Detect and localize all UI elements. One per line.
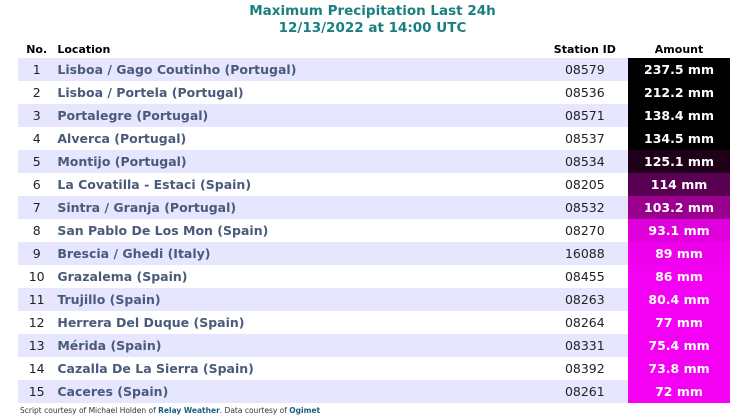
header-location: Location — [57, 42, 111, 56]
table-row: 11 Trujillo (Spain) 08263 80.4 mm — [18, 288, 730, 311]
row-station-id: 08534 — [541, 150, 629, 173]
row-location: Cazalla De La Sierra (Spain) — [55, 357, 542, 380]
row-number: 10 — [18, 265, 56, 288]
row-number: 12 — [18, 311, 56, 334]
table-row: 6 La Covatilla - Estaci (Spain) 08205 114 m… — [18, 173, 730, 196]
table-row: 4 Alverca (Portugal) 08537 134.5 mm — [18, 127, 730, 150]
title-line-2: 12/13/2022 at 14:00 UTC — [278, 20, 467, 36]
row-location: Montijo (Portugal) — [55, 150, 542, 173]
row-number: 4 — [18, 127, 56, 150]
relay-weather-link[interactable]: Relay Weather — [158, 406, 220, 415]
row-station-id: 16088 — [541, 242, 629, 265]
row-number: 9 — [18, 242, 56, 265]
footer-credits: Script courtesy of Michael Holden of Rel… — [20, 406, 320, 415]
row-number: 3 — [18, 104, 56, 127]
row-station-id: 08536 — [541, 81, 629, 104]
row-number: 11 — [18, 288, 56, 311]
row-location: La Covatilla - Estaci (Spain) — [55, 173, 542, 196]
row-location: Mérida (Spain) — [55, 334, 542, 357]
row-amount: 93.1 mm — [628, 219, 730, 242]
row-number: 7 — [18, 196, 56, 219]
row-location: Lisboa / Gago Coutinho (Portugal) — [55, 58, 542, 81]
row-station-id: 08264 — [541, 311, 629, 334]
row-station-id: 08263 — [541, 288, 629, 311]
row-number: 2 — [18, 81, 56, 104]
row-station-id: 08537 — [541, 127, 629, 150]
row-number: 14 — [18, 357, 56, 380]
header-station-id: Station ID — [553, 42, 616, 56]
row-number: 1 — [18, 58, 56, 81]
ogimet-link[interactable]: Ogimet — [289, 406, 321, 415]
row-amount: 86 mm — [628, 265, 730, 288]
row-amount: 125.1 mm — [628, 150, 730, 173]
row-number: 5 — [18, 150, 56, 173]
row-station-id: 08579 — [541, 58, 629, 81]
row-number: 13 — [18, 334, 56, 357]
row-amount: 212.2 mm — [628, 81, 730, 104]
row-location: Sintra / Granja (Portugal) — [55, 196, 542, 219]
row-station-id: 08270 — [541, 219, 629, 242]
row-amount: 77 mm — [628, 311, 730, 334]
row-location: Lisboa / Portela (Portugal) — [55, 81, 542, 104]
row-amount: 80.4 mm — [628, 288, 730, 311]
table-row: 5 Montijo (Portugal) 08534 125.1 mm — [18, 150, 730, 173]
row-amount: 134.5 mm — [628, 127, 730, 150]
row-location: San Pablo De Los Mon (Spain) — [55, 219, 542, 242]
table-row: 2 Lisboa / Portela (Portugal) 08536 212.2 m… — [18, 81, 730, 104]
row-location: Trujillo (Spain) — [55, 288, 542, 311]
table-row: 12 Herrera Del Duque (Spain) 08264 77 mm — [18, 311, 730, 334]
header-no: No. — [26, 42, 48, 56]
row-amount: 75.4 mm — [628, 334, 730, 357]
row-station-id: 08261 — [541, 380, 629, 403]
row-amount: 73.8 mm — [628, 357, 730, 380]
row-amount: 138.4 mm — [628, 104, 730, 127]
header-amount: Amount — [654, 42, 704, 56]
table-body: 1 Lisboa / Gago Coutinho (Portugal) 08579 2… — [18, 58, 730, 403]
row-amount: 237.5 mm — [628, 58, 730, 81]
precipitation-table: No. Location Station ID Amount 1 Lisboa /… — [18, 40, 730, 403]
row-number: 8 — [18, 219, 56, 242]
table-row: 8 San Pablo De Los Mon (Spain) 08270 93.1 m… — [18, 219, 730, 242]
row-number: 6 — [18, 173, 56, 196]
row-location: Grazalema (Spain) — [55, 265, 542, 288]
footer-prefix: Script courtesy of Michael Holden of — [20, 406, 159, 415]
row-location: Alverca (Portugal) — [55, 127, 542, 150]
row-station-id: 08205 — [541, 173, 629, 196]
row-amount: 89 mm — [628, 242, 730, 265]
table-row: 13 Mérida (Spain) 08331 75.4 mm — [18, 334, 730, 357]
table-header-row: No. Location Station ID Amount — [18, 40, 730, 58]
row-location: Brescia / Ghedi (Italy) — [55, 242, 542, 265]
table-row: 7 Sintra / Granja (Portugal) 08532 103.2 mm — [18, 196, 730, 219]
row-amount: 114 mm — [628, 173, 730, 196]
table-row: 1 Lisboa / Gago Coutinho (Portugal) 08579 2… — [18, 58, 730, 81]
page-title: Maximum Precipitation Last 24h 12/13/202… — [0, 0, 745, 37]
footer-middle: . Data courtesy of — [219, 406, 290, 415]
row-station-id: 08455 — [541, 265, 629, 288]
row-location: Portalegre (Portugal) — [55, 104, 542, 127]
table-row: 10 Grazalema (Spain) 08455 86 mm — [18, 265, 730, 288]
row-station-id: 08532 — [541, 196, 629, 219]
row-station-id: 08571 — [541, 104, 629, 127]
table-row: 3 Portalegre (Portugal) 08571 138.4 mm — [18, 104, 730, 127]
row-number: 15 — [18, 380, 56, 403]
row-amount: 72 mm — [628, 380, 730, 403]
row-location: Caceres (Spain) — [55, 380, 542, 403]
row-station-id: 08331 — [541, 334, 629, 357]
table-row: 15 Caceres (Spain) 08261 72 mm — [18, 380, 730, 403]
table-row: 14 Cazalla De La Sierra (Spain) 08392 73.8 … — [18, 357, 730, 380]
title-line-1: Maximum Precipitation Last 24h — [249, 3, 496, 19]
row-amount: 103.2 mm — [628, 196, 730, 219]
row-station-id: 08392 — [541, 357, 629, 380]
table-row: 9 Brescia / Ghedi (Italy) 16088 89 mm — [18, 242, 730, 265]
row-location: Herrera Del Duque (Spain) — [55, 311, 542, 334]
